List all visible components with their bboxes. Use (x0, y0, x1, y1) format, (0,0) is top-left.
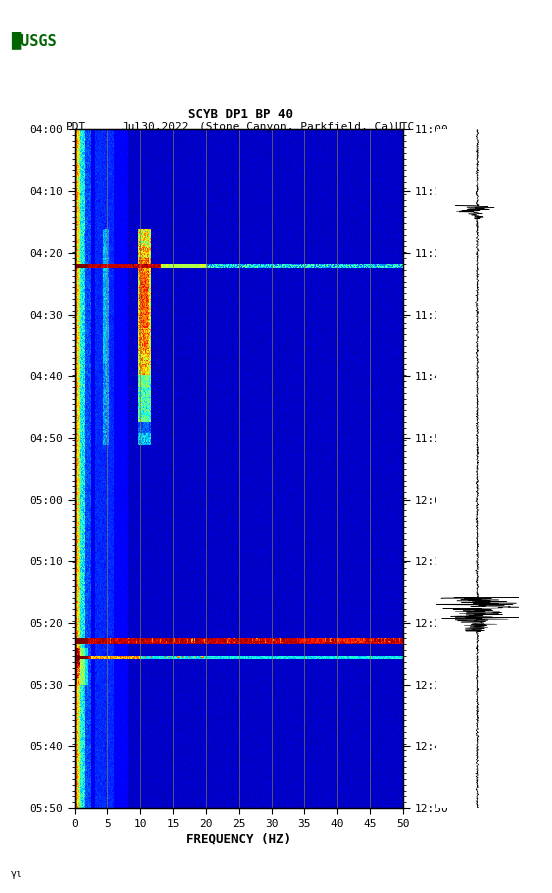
Text: Jul30,2022: Jul30,2022 (121, 121, 189, 132)
Text: PDT: PDT (66, 121, 87, 132)
Text: SCYB DP1 BP 40: SCYB DP1 BP 40 (188, 108, 293, 121)
Text: UTC: UTC (395, 121, 415, 132)
Text: (Stone Canyon, Parkfield, Ca): (Stone Canyon, Parkfield, Ca) (199, 121, 395, 132)
Text: γι: γι (11, 869, 23, 879)
X-axis label: FREQUENCY (HZ): FREQUENCY (HZ) (186, 833, 291, 846)
Text: █USGS: █USGS (11, 31, 57, 49)
